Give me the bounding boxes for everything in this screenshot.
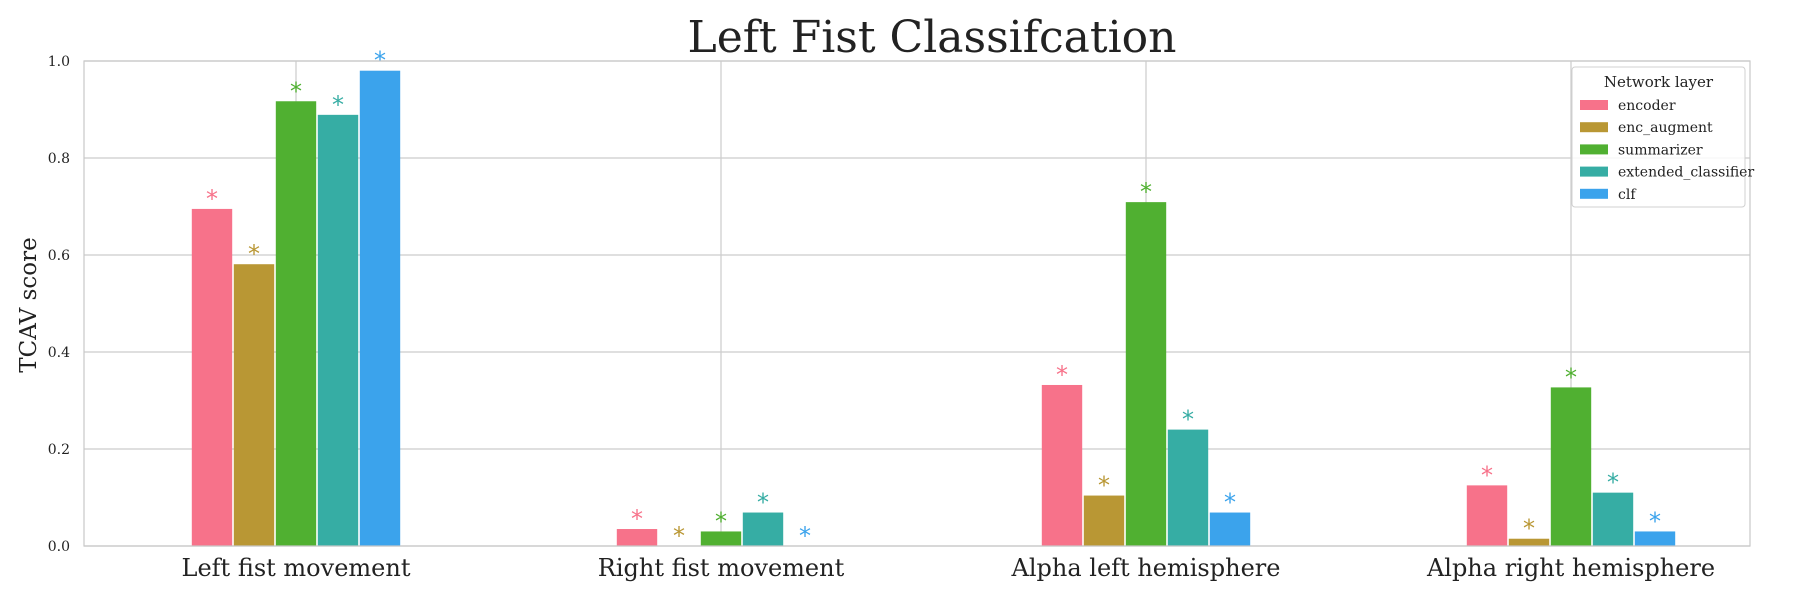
bar-clf	[1634, 531, 1676, 546]
y-axis-label: TCAV score	[16, 237, 42, 372]
significance-star: *	[757, 489, 769, 517]
significance-star: *	[1098, 472, 1110, 500]
legend-label-enc_augment: enc_augment	[1618, 120, 1713, 136]
significance-star: *	[332, 91, 344, 119]
legend: Network layer encoder enc_augment summarize…	[1571, 66, 1754, 208]
bar-encoder	[616, 529, 658, 546]
bars	[191, 70, 1676, 547]
significance-star: *	[673, 522, 685, 550]
y-ticks: 0.0 0.2 0.4 0.6 0.8 1.0	[48, 54, 70, 555]
bar-extended_classifier	[742, 512, 784, 546]
legend-swatch-summarizer	[1580, 144, 1608, 155]
plot-frame	[83, 60, 1751, 547]
bar-encoder	[1466, 485, 1508, 546]
significance-star: *	[206, 185, 218, 213]
significance-star: *	[1140, 178, 1152, 206]
legend-swatch-enc_augment	[1580, 122, 1608, 133]
bar-enc_augment	[1508, 538, 1550, 546]
significance-star: *	[1523, 515, 1535, 543]
significance-star: *	[1056, 361, 1068, 389]
significance-star: *	[1481, 461, 1493, 489]
x-tick-label: Right fist movement	[598, 554, 845, 582]
y-tick-label: 1.0	[48, 54, 70, 70]
legend-frame	[1571, 66, 1746, 208]
significance-star: *	[715, 507, 727, 535]
chart-title: Left Fist Classifcation	[687, 12, 1176, 63]
significance-star: *	[1607, 469, 1619, 497]
legend-label-extended_classifier: extended_classifier	[1618, 165, 1754, 181]
bar-encoder	[191, 208, 233, 547]
x-tick-label: Alpha right hemisphere	[1426, 554, 1715, 582]
bar-extended_classifier	[317, 114, 359, 547]
bar-encoder	[1041, 384, 1083, 546]
legend-label-clf: clf	[1618, 187, 1637, 203]
y-tick-label: 0.0	[48, 539, 70, 555]
legend-swatch-clf	[1580, 188, 1608, 199]
x-ticks: Left fist movement Right fist movement Alp…	[182, 554, 1716, 582]
significance-star: *	[248, 240, 260, 268]
bar-enc_augment	[233, 264, 275, 546]
bar-extended_classifier	[1167, 429, 1209, 546]
significance-star: *	[290, 77, 302, 105]
significance-star: *	[1649, 507, 1661, 535]
legend-swatch-encoder	[1580, 100, 1608, 110]
bar-clf	[1209, 512, 1251, 546]
y-tick-label: 0.2	[48, 442, 70, 458]
y-tick-label: 0.8	[48, 151, 70, 167]
significance-star: *	[799, 522, 811, 550]
bar-summarizer	[1125, 202, 1167, 546]
significance-star: *	[631, 505, 643, 533]
legend-title: Network layer	[1604, 73, 1714, 91]
bar-extended_classifier	[1592, 492, 1634, 546]
legend-swatch-extended_classifier	[1580, 166, 1608, 177]
bar-clf	[359, 70, 401, 546]
y-tick-label: 0.6	[48, 248, 70, 264]
legend-label-encoder: encoder	[1618, 98, 1676, 114]
bar-enc_augment	[1083, 495, 1125, 546]
legend-label-summarizer: summarizer	[1618, 142, 1703, 158]
y-tick-label: 0.4	[48, 345, 70, 361]
x-tick-label: Left fist movement	[182, 554, 411, 582]
significance-star: *	[1224, 489, 1236, 517]
bar-summarizer	[275, 101, 317, 546]
significance-markers: *** *****************	[206, 47, 1661, 550]
bar-summarizer	[1550, 387, 1592, 546]
significance-star: *	[1182, 406, 1194, 434]
x-tick-label: Alpha left hemisphere	[1011, 554, 1281, 582]
significance-star: *	[1565, 363, 1577, 391]
bar-summarizer	[700, 531, 742, 546]
